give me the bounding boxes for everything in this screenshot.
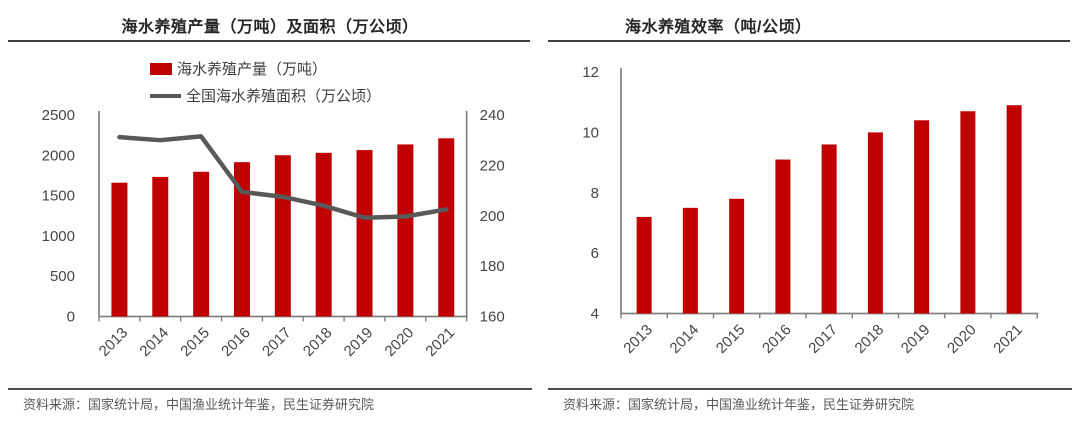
bar-2018 — [867, 132, 883, 314]
x-tick-label: 2017 — [805, 321, 841, 357]
y-tick-label: 4 — [591, 306, 599, 323]
bar-2013 — [111, 182, 128, 317]
bar-2019 — [914, 120, 930, 314]
x-tick-label: 2013 — [620, 321, 656, 357]
chart-title-left: 海水养殖产量（万吨）及面积（万公顷） — [121, 19, 419, 36]
bar-2020 — [397, 144, 414, 317]
x-tick-label: 2014 — [136, 324, 172, 360]
bar-2017 — [274, 155, 291, 317]
secondary-y-tick-label: 180 — [480, 258, 505, 275]
bar-2014 — [152, 176, 169, 317]
x-tick-label: 2014 — [667, 321, 703, 357]
area-line-series — [117, 134, 449, 221]
secondary-y-tick-label: 200 — [480, 208, 505, 225]
bar-2021 — [438, 138, 455, 317]
secondary-y-tick-label: 240 — [480, 107, 505, 124]
source-divider-left — [8, 388, 532, 390]
x-tick-label: 2013 — [96, 324, 132, 360]
chart-title-right: 海水养殖效率（吨/公顷） — [625, 19, 812, 36]
y-tick-label: 1500 — [42, 188, 75, 205]
legend-item-area: 全国海水养殖面积（万公顷） — [150, 82, 381, 109]
x-tick-label: 2016 — [759, 321, 795, 357]
legend-left: 海水养殖产量（万吨） 全国海水养殖面积（万公顷） — [150, 55, 381, 109]
bar-2015 — [729, 198, 745, 314]
x-tick-label: 2017 — [259, 324, 295, 360]
bar-2013 — [636, 216, 652, 314]
x-tick-label: 2018 — [300, 324, 336, 360]
figure-efficiency: 海水养殖效率（吨/公顷） 4 6 8 10 12 2013 2014 2015 2016 2017… — [540, 0, 1080, 435]
bar-2014 — [682, 207, 698, 314]
bar-2016 — [233, 162, 250, 317]
legend-label-production: 海水养殖产量（万吨） — [177, 61, 328, 78]
source-note-right: 资料来源：国家统计局，中国渔业统计年鉴，民生证券研究院 — [563, 397, 915, 412]
source-note-left: 资料来源：国家统计局，中国渔业统计年鉴，民生证券研究院 — [23, 397, 375, 412]
y-tick-label: 2000 — [42, 147, 75, 164]
bar-2020 — [960, 111, 976, 314]
x-tick-label: 2015 — [177, 324, 213, 360]
figure-production-area: 海水养殖产量（万吨）及面积（万公顷） 海水养殖产量（万吨） 全国海水养殖面积（万… — [8, 19, 532, 412]
x-tick-label: 2018 — [852, 321, 888, 357]
bar-2021 — [1006, 105, 1022, 314]
bar-2018 — [315, 152, 332, 317]
x-tick-label: 2021 — [422, 324, 458, 360]
x-tick-label: 2020 — [944, 321, 980, 357]
x-tick-label: 2016 — [218, 324, 254, 360]
source-divider-right — [548, 388, 1072, 390]
bar-2015 — [193, 171, 210, 317]
x-tick-label: 2015 — [713, 321, 749, 357]
y-tick-label: 2500 — [42, 107, 75, 124]
y-tick-label: 8 — [591, 185, 599, 202]
legend-item-production: 海水养殖产量（万吨） — [150, 55, 381, 82]
secondary-y-tick-label: 220 — [480, 157, 505, 174]
title-underline-right — [548, 40, 1070, 42]
y-tick-label: 10 — [582, 124, 599, 141]
bar-2019 — [356, 150, 373, 317]
y-tick-label: 12 — [582, 64, 599, 81]
right-chart-canvas: 4 6 8 10 12 2013 2014 2015 2016 2017 2018 2019 2020 2… — [582, 64, 1039, 357]
secondary-y-tick-label: 160 — [480, 309, 505, 326]
y-tick-label: 6 — [591, 245, 599, 262]
bar-2017 — [821, 144, 837, 314]
title-underline-left — [8, 40, 530, 42]
x-tick-label: 2019 — [341, 324, 377, 360]
y-tick-label: 1000 — [42, 228, 75, 245]
x-tick-label: 2021 — [990, 321, 1026, 357]
y-tick-label: 500 — [50, 268, 75, 285]
x-tick-label: 2019 — [898, 321, 934, 357]
legend-bar-swatch — [150, 62, 172, 75]
x-tick-label: 2020 — [382, 324, 418, 360]
legend-line-swatch — [150, 93, 181, 98]
y-tick-label: 0 — [67, 309, 75, 326]
legend-label-area: 全国海水养殖面积（万公顷） — [186, 88, 382, 105]
bar-2016 — [775, 159, 791, 314]
